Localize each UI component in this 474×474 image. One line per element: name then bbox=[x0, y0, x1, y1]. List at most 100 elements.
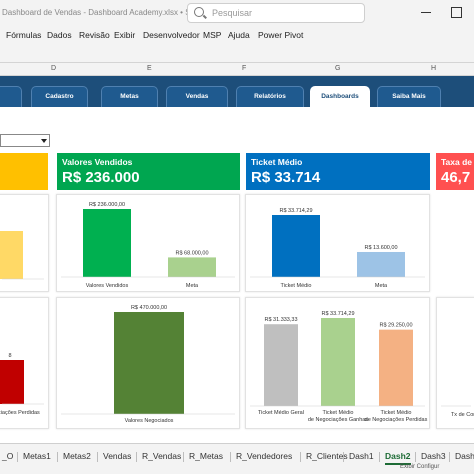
kpi-label: Ticket Médio bbox=[251, 157, 303, 167]
tab-separator bbox=[183, 452, 184, 462]
chart-svg: R$ 33.714,29 Ticket Médio R$ 13.600,00 Meta bbox=[250, 208, 425, 289]
category-label: Ticket Médio bbox=[281, 283, 312, 289]
chart-bar[interactable] bbox=[83, 209, 131, 277]
chart-card[interactable]: R$ 470.000,00 Valores Negociados bbox=[56, 297, 240, 429]
title-bar: Dashboard de Vendas - Dashboard Academy.… bbox=[0, 0, 474, 27]
nav-tab-dashboards[interactable]: Dashboards bbox=[310, 86, 370, 107]
chart-card[interactable]: Tx de Conv bbox=[436, 297, 474, 429]
data-label: R$ 470.000,00 bbox=[131, 305, 167, 311]
chart-bar[interactable] bbox=[321, 318, 355, 406]
column-headers: D E F G H bbox=[0, 63, 474, 76]
sheet-tab[interactable]: Dash3 bbox=[421, 451, 446, 461]
nav-tab-partial[interactable] bbox=[0, 86, 22, 107]
category-label: Ticket Médio Geral bbox=[258, 410, 304, 416]
menu-power-pivot[interactable]: Power Pivot bbox=[258, 30, 304, 40]
data-label: R$ 236.000,00 bbox=[89, 202, 125, 208]
column-header[interactable]: H bbox=[431, 65, 437, 72]
sheet-tabs: _O Metas1 Metas2 Vendas R_Vendas R_Metas… bbox=[0, 443, 474, 474]
data-label: R$ 13.600,00 bbox=[364, 245, 397, 251]
column-header[interactable]: F bbox=[242, 65, 247, 72]
window-title: Dashboard de Vendas - Dashboard Academy.… bbox=[2, 8, 206, 17]
chart-card[interactable]: 8 o Negociações Perdidas bbox=[0, 297, 49, 429]
sheet-tab-active[interactable]: Dash2 bbox=[385, 448, 411, 465]
kpi-taxa: Taxa de 46,7 bbox=[436, 153, 474, 190]
nav-tab-vendas[interactable]: Vendas bbox=[166, 86, 228, 107]
category-label: o Negociações Perdidas bbox=[0, 410, 40, 416]
nav-tab-cadastro[interactable]: Cadastro bbox=[31, 86, 88, 107]
chart-card[interactable]: R$ 33.714,29 Ticket Médio R$ 13.600,00 Meta bbox=[245, 194, 430, 292]
chart-card[interactable]: R$ 31.333,33 Ticket Médio Geral R$ 33.714,… bbox=[245, 297, 430, 429]
category-label: Valores Vendidos bbox=[86, 283, 129, 289]
sheet-tab[interactable]: _O bbox=[2, 451, 14, 461]
data-label: 8 bbox=[8, 353, 11, 359]
category-label: Ticket Médio bbox=[381, 410, 412, 416]
sheet-tab[interactable]: Vendas bbox=[103, 451, 132, 461]
status-text: Exibir Configur bbox=[400, 464, 440, 470]
search-placeholder: Pesquisar bbox=[212, 8, 253, 18]
menu-bar: Fórmulas Dados Revisão Exibir Desenvolve… bbox=[0, 27, 474, 44]
chart-bar[interactable] bbox=[0, 360, 24, 404]
chart-bar[interactable] bbox=[272, 215, 320, 277]
menu-desenvolvedor[interactable]: Desenvolvedor bbox=[143, 30, 200, 40]
chart-card[interactable]: R$ 236.000,00 Valores Vendidos R$ 68.000,0… bbox=[56, 194, 240, 292]
column-header[interactable]: E bbox=[147, 65, 152, 72]
search-icon bbox=[194, 7, 204, 17]
category-label: Ticket Médio bbox=[323, 410, 354, 416]
data-label: R$ 31.333,33 bbox=[264, 317, 297, 323]
tab-separator bbox=[17, 452, 18, 462]
chart-card[interactable] bbox=[0, 194, 49, 292]
chart-bar[interactable] bbox=[379, 329, 413, 406]
tab-separator bbox=[300, 452, 301, 462]
menu-formulas[interactable]: Fórmulas bbox=[6, 30, 42, 40]
category-label: de Negociações Ganhas bbox=[308, 417, 368, 423]
chart-bar[interactable] bbox=[114, 312, 184, 414]
chevron-down-icon bbox=[41, 139, 47, 143]
kpi-partial-left bbox=[0, 153, 48, 190]
data-label: R$ 33.714,29 bbox=[321, 311, 354, 317]
chart-bar[interactable] bbox=[357, 251, 405, 277]
chart-svg: R$ 236.000,00 Valores Vendidos R$ 68.000,0… bbox=[61, 202, 235, 289]
dashboard-nav: Cadastro Metas Vendas Relatórios Dashboa… bbox=[0, 76, 474, 107]
tab-separator bbox=[136, 452, 137, 462]
nav-tab-metas[interactable]: Metas bbox=[101, 86, 158, 107]
column-header[interactable]: D bbox=[51, 65, 57, 72]
tab-separator bbox=[57, 452, 58, 462]
menu-dados[interactable]: Dados bbox=[47, 30, 72, 40]
menu-exibir[interactable]: Exibir bbox=[114, 30, 136, 40]
sheet-tab[interactable]: Dash4 bbox=[455, 451, 474, 461]
nav-tab-relatorios[interactable]: Relatórios bbox=[236, 86, 304, 107]
sheet-tab[interactable]: Metas2 bbox=[63, 451, 91, 461]
sheet-tab[interactable]: R_Vendedores bbox=[236, 451, 293, 461]
category-label: Valores Negociados bbox=[125, 418, 174, 424]
menu-ajuda[interactable]: Ajuda bbox=[228, 30, 250, 40]
menu-msp[interactable]: MSP bbox=[203, 30, 222, 40]
menu-revisao[interactable]: Revisão bbox=[79, 30, 110, 40]
tab-separator bbox=[230, 452, 231, 462]
data-label: R$ 33.714,29 bbox=[279, 208, 312, 214]
kpi-ticket-medio: Ticket Médio R$ 33.714 bbox=[246, 153, 430, 190]
kpi-value: 46,7 bbox=[441, 169, 471, 186]
sheet-tab[interactable]: Dash1 bbox=[349, 451, 374, 461]
category-label: de Negociações Perdidas bbox=[365, 417, 428, 423]
data-label: R$ 68.000,00 bbox=[175, 250, 208, 256]
chart-bar[interactable] bbox=[0, 231, 23, 279]
kpi-label: Valores Vendidos bbox=[62, 157, 133, 167]
chart-bar[interactable] bbox=[168, 257, 216, 277]
kpi-valores-vendidos: Valores Vendidos R$ 236.000 bbox=[57, 153, 240, 190]
sheet-tab[interactable]: Metas1 bbox=[23, 451, 51, 461]
tab-separator bbox=[97, 452, 98, 462]
filter-dropdown[interactable] bbox=[0, 134, 50, 147]
sheet-tab[interactable]: R_Metas bbox=[189, 451, 224, 461]
minimize-icon[interactable] bbox=[418, 5, 434, 19]
chart-svg: 8 o Negociações Perdidas bbox=[0, 353, 44, 416]
kpi-label: Taxa de bbox=[441, 157, 473, 167]
sheet-tab[interactable]: R_Clientes bbox=[306, 451, 348, 461]
nav-tab-saiba-mais[interactable]: Saiba Mais bbox=[377, 86, 441, 107]
search-box[interactable]: Pesquisar bbox=[187, 3, 365, 23]
sheet-tab[interactable]: R_Vendas bbox=[142, 451, 182, 461]
maximize-icon[interactable] bbox=[448, 5, 464, 19]
category-label: Meta bbox=[375, 283, 388, 289]
column-header[interactable]: G bbox=[335, 65, 341, 72]
chart-bar[interactable] bbox=[264, 324, 298, 406]
chart-svg: R$ 31.333,33 Ticket Médio Geral R$ 33.714,… bbox=[250, 311, 428, 423]
